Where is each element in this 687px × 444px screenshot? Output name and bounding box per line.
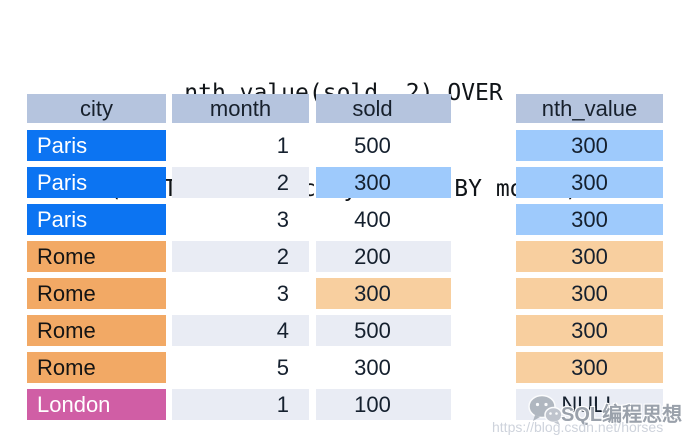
sold-cell: 100 [316, 389, 451, 420]
table-header-row: city month sold nth_value [27, 94, 663, 123]
month-cell: 5 [276, 355, 289, 380]
example-table: city month sold nth_value Paris 1 500 30… [27, 94, 663, 426]
nth-value-cell: 300 [516, 352, 663, 383]
nth-value-cell: 300 [516, 315, 663, 346]
sold-cell: 300 [316, 278, 451, 309]
table-row: Rome 4 500 300 [27, 315, 663, 346]
sold-cell: 300 [354, 355, 391, 380]
nth-value-cell: 300 [516, 167, 663, 198]
month-cell: 3 [276, 281, 289, 306]
sold-cell: 500 [316, 315, 451, 346]
city-cell: Rome [27, 241, 166, 272]
column-header-city: city [27, 94, 166, 123]
table-row: Paris 2 300 300 [27, 167, 663, 198]
table-row: London 1 100 NULL [27, 389, 663, 420]
nth-value-cell: 300 [516, 204, 663, 235]
sold-cell: 500 [354, 133, 391, 158]
wechat-icon [528, 394, 563, 431]
sold-cell: 300 [316, 167, 451, 198]
month-cell: 4 [172, 315, 309, 346]
city-cell: Paris [27, 167, 166, 198]
city-cell: Rome [27, 352, 166, 383]
month-cell: 2 [172, 241, 309, 272]
city-cell: Paris [27, 130, 166, 161]
table-row: Rome 3 300 300 [27, 278, 663, 309]
city-cell: London [27, 389, 166, 420]
table-row: Rome 5 300 300 [27, 352, 663, 383]
sold-cell: 200 [316, 241, 451, 272]
city-cell: Paris [27, 204, 166, 235]
month-cell: 1 [276, 133, 289, 158]
table-row: Paris 1 500 300 [27, 130, 663, 161]
city-cell: Rome [27, 278, 166, 309]
nth-value-cell: 300 [516, 278, 663, 309]
watermark-url: https://blog.csdn.net/horses [492, 419, 664, 435]
month-cell: 2 [172, 167, 309, 198]
sold-cell: 400 [354, 207, 391, 232]
month-cell: 3 [276, 207, 289, 232]
city-cell: Rome [27, 315, 166, 346]
column-header-nth-value: nth_value [516, 94, 663, 123]
column-header-month: month [172, 94, 309, 123]
column-header-sold: sold [316, 94, 451, 123]
month-cell: 1 [172, 389, 309, 420]
table-row: Rome 2 200 300 [27, 241, 663, 272]
table-row: Paris 3 400 300 [27, 204, 663, 235]
nth-value-cell: 300 [516, 241, 663, 272]
watermark-brand: SQL编程思想 [561, 404, 683, 426]
nth-value-cell: 300 [516, 130, 663, 161]
